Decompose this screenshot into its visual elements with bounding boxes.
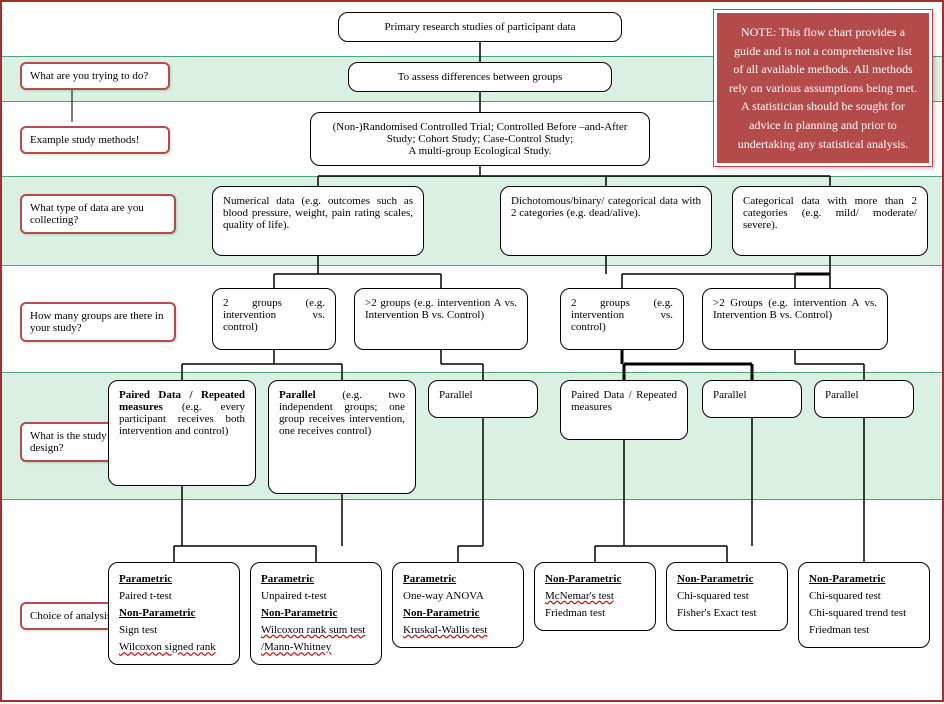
analysis-a5: Non-ParametricChi-squared testFisher's E… bbox=[666, 562, 788, 631]
question-q4: How many groups are there in your study? bbox=[20, 302, 176, 342]
analysis-line: Non-Parametric bbox=[119, 605, 229, 622]
analysis-a2: ParametricUnpaired t-testNon-ParametricW… bbox=[250, 562, 382, 665]
analysis-line: Parametric bbox=[119, 571, 229, 588]
analysis-line: Paired t-test bbox=[119, 588, 229, 605]
node-n2: (Non-)Randomised Controlled Trial; Contr… bbox=[310, 112, 650, 166]
analysis-line: Sign test bbox=[119, 622, 229, 639]
analysis-line: McNemar's test bbox=[545, 588, 645, 605]
node-n3c: Categorical data with more than 2 catego… bbox=[732, 186, 928, 256]
analysis-line: Non-Parametric bbox=[677, 571, 777, 588]
analysis-line: Fisher's Exact test bbox=[677, 605, 777, 622]
node-n5d: Paired Data / Repeated measures bbox=[560, 380, 688, 440]
analysis-a3: ParametricOne-way ANOVANon-ParametricKru… bbox=[392, 562, 524, 648]
node-n4b: >2 groups (e.g. intervention A vs. Inter… bbox=[354, 288, 528, 350]
question-q1: What are you trying to do? bbox=[20, 62, 170, 90]
question-q2: Example study methods! bbox=[20, 126, 170, 154]
node-n4a: 2 groups (e.g. intervention vs. control) bbox=[212, 288, 336, 350]
analysis-line: Chi-squared trend test bbox=[809, 605, 919, 622]
analysis-line: Kruskal-Wallis test bbox=[403, 622, 513, 639]
node-n3b: Dichotomous/binary/ categorical data wit… bbox=[500, 186, 712, 256]
analysis-line: Parametric bbox=[261, 571, 371, 588]
question-q3: What type of data are you collecting? bbox=[20, 194, 176, 234]
analysis-a4: Non-ParametricMcNemar's testFriedman tes… bbox=[534, 562, 656, 631]
analysis-line: Friedman test bbox=[545, 605, 645, 622]
analysis-line: Non-Parametric bbox=[545, 571, 645, 588]
node-n3a: Numerical data (e.g. outcomes such as bl… bbox=[212, 186, 424, 256]
analysis-line: Wilcoxon signed rank bbox=[119, 639, 229, 656]
note-text: NOTE: This flow chart provides a guide a… bbox=[729, 25, 917, 151]
analysis-a1: ParametricPaired t-testNon-ParametricSig… bbox=[108, 562, 240, 665]
analysis-line: One-way ANOVA bbox=[403, 588, 513, 605]
analysis-line: Non-Parametric bbox=[403, 605, 513, 622]
node-n5f: Parallel bbox=[814, 380, 914, 418]
analysis-line: Wilcoxon rank sum test /Mann-Whitney bbox=[261, 622, 371, 656]
node-n0: Primary research studies of participant … bbox=[338, 12, 622, 42]
node-n4d: >2 Groups (e.g. intervention A vs. Inter… bbox=[702, 288, 888, 350]
node-n5a: Paired Data / Repeated measures (e.g. ev… bbox=[108, 380, 256, 486]
analysis-line: Non-Parametric bbox=[261, 605, 371, 622]
node-n1: To assess differences between groups bbox=[348, 62, 612, 92]
analysis-line: Unpaired t-test bbox=[261, 588, 371, 605]
analysis-a6: Non-ParametricChi-squared testChi-square… bbox=[798, 562, 930, 648]
node-n5e: Parallel bbox=[702, 380, 802, 418]
analysis-line: Non-Parametric bbox=[809, 571, 919, 588]
node-n5b: Parallel (e.g. two independent groups; o… bbox=[268, 380, 416, 494]
analysis-line: Chi-squared test bbox=[677, 588, 777, 605]
analysis-line: Chi-squared test bbox=[809, 588, 919, 605]
note-box: NOTE: This flow chart provides a guide a… bbox=[714, 10, 932, 166]
node-n4c: 2 groups (e.g. intervention vs. control) bbox=[560, 288, 684, 350]
node-n5c: Parallel bbox=[428, 380, 538, 418]
analysis-line: Parametric bbox=[403, 571, 513, 588]
analysis-line: Friedman test bbox=[809, 622, 919, 639]
